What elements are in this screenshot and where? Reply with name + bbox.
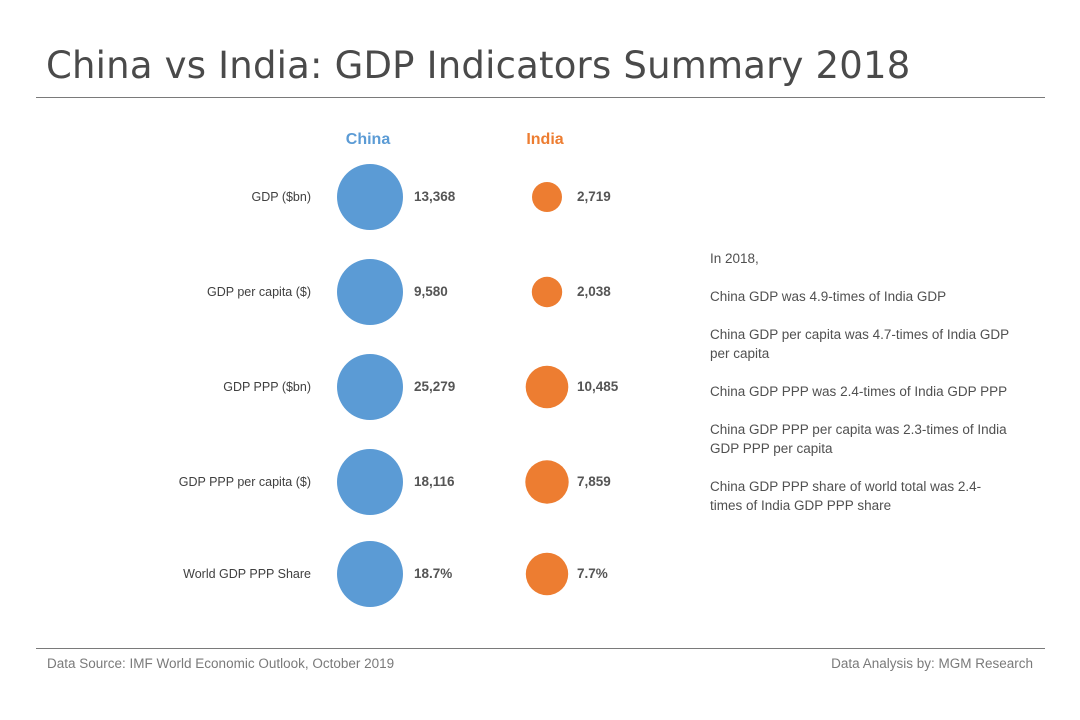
value-label-china: 9,580 (414, 284, 448, 299)
summary-note: China GDP per capita was 4.7-times of In… (710, 327, 1009, 361)
value-label-china: 18.7% (414, 566, 452, 581)
value-label-china: 25,279 (414, 379, 455, 394)
value-label-india: 7,859 (577, 474, 611, 489)
value-label-india: 2,719 (577, 189, 611, 204)
row-label: GDP ($bn) (251, 190, 311, 204)
value-label-india: 7.7% (577, 566, 608, 581)
value-label-china: 18,116 (414, 474, 455, 489)
row-label: GDP per capita ($) (207, 285, 311, 299)
bubble-china (337, 164, 403, 230)
title-divider (36, 97, 1045, 98)
bubble-china (337, 449, 403, 515)
row-label: GDP PPP ($bn) (223, 380, 311, 394)
bubble-china (337, 259, 403, 325)
bubble-india (525, 460, 569, 504)
summary-note: China GDP was 4.9-times of India GDP (710, 289, 947, 304)
summary-note: China GDP PPP was 2.4-times of India GDP… (710, 384, 1008, 399)
series-header-china: China (346, 131, 391, 148)
row-label: World GDP PPP Share (183, 567, 311, 581)
summary-note: China GDP PPP share of world total was 2… (710, 479, 982, 513)
analysis-credit: Data Analysis by: MGM Research (831, 656, 1033, 671)
bubble-india (525, 552, 569, 596)
data-source: Data Source: IMF World Economic Outlook,… (47, 656, 395, 671)
page-title: China vs India: GDP Indicators Summary 2… (46, 44, 911, 87)
summary-note: China GDP PPP per capita was 2.3-times o… (710, 422, 1007, 456)
bubble-china (337, 541, 403, 607)
bubble-china (337, 354, 403, 420)
summary-notes: In 2018, China GDP was 4.9-times of Indi… (710, 249, 1010, 534)
value-label-india: 10,485 (577, 379, 619, 394)
bubble-india (531, 276, 563, 308)
footer-divider (36, 648, 1045, 649)
summary-note: In 2018, (710, 251, 759, 266)
bubble-india (525, 365, 569, 409)
value-label-china: 13,368 (414, 189, 456, 204)
bubble-india (532, 182, 562, 212)
row-label: GDP PPP per capita ($) (179, 475, 311, 489)
value-label-india: 2,038 (577, 284, 611, 299)
series-header-india: India (526, 131, 563, 148)
